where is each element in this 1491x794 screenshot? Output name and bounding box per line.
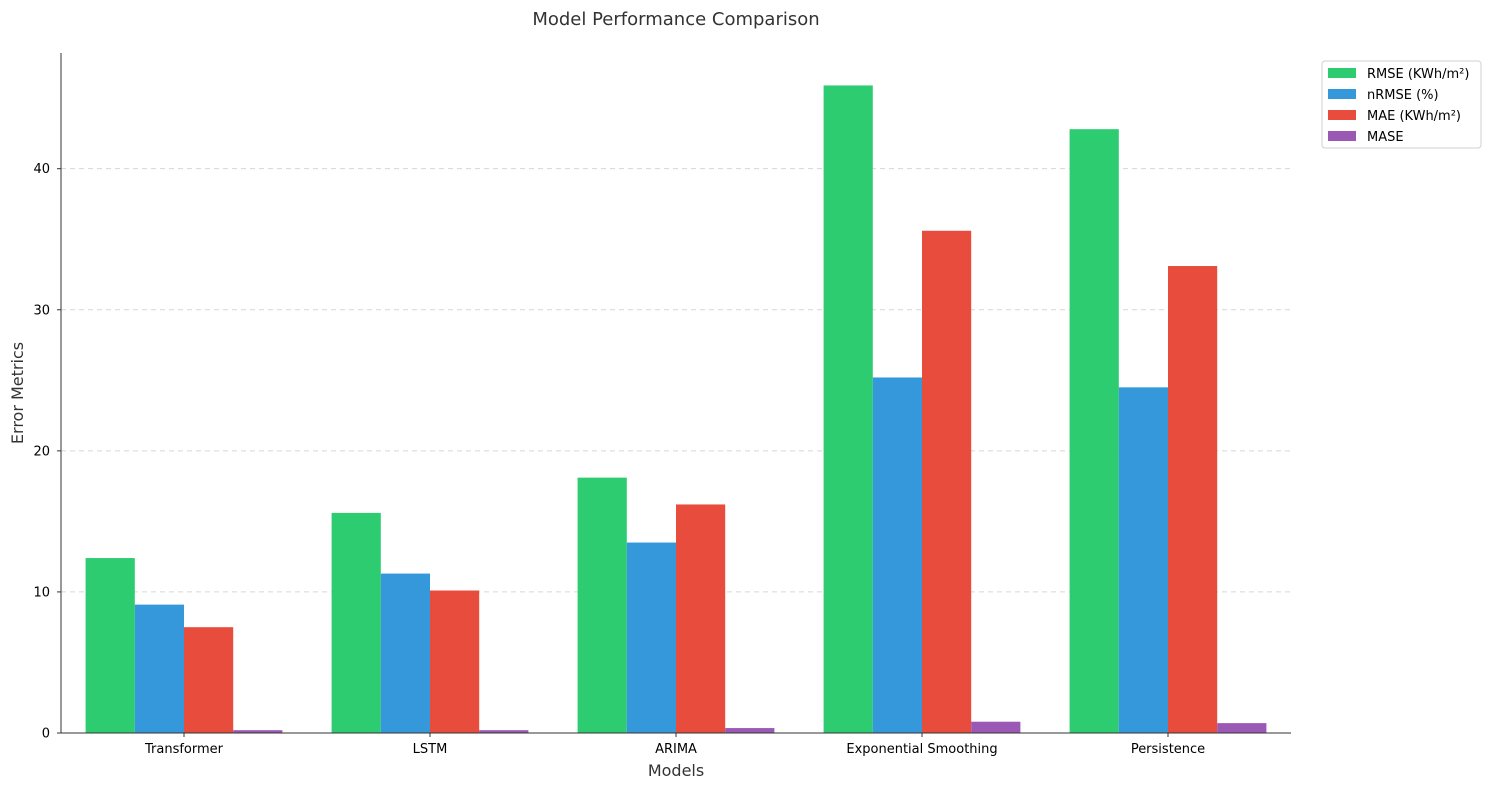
y-axis-label: Error Metrics [8,342,27,444]
legend: RMSE (KWh/m²) nRMSE (%) MAE (KWh/m²) MASE [1321,60,1482,149]
bar-3-4 [922,230,972,733]
legend-frame [1321,60,1482,149]
bar-4-4 [971,721,1021,733]
x-tick-label: ARIMA [655,742,697,757]
legend-swatch [1328,89,1356,99]
y-tick-label: 20 [33,444,50,459]
x-tick-label: LSTM [413,742,448,757]
bar-3-1 [184,627,234,733]
x-tick-label: Exponential Smoothing [846,742,997,757]
legend-label: MAE (KWh/m²) [1367,109,1461,124]
legend-swatch [1328,110,1356,120]
y-tick-label: 10 [33,585,50,600]
bar-2-3 [626,542,676,733]
legend-swatch [1328,68,1356,78]
x-tick-label: Persistence [1131,742,1205,757]
bar-3-2 [430,590,480,733]
legend-label: RMSE (KWh/m²) [1367,67,1469,82]
bar-1-1 [85,558,135,733]
bar-1-2 [331,512,381,733]
bar-1-4 [823,85,873,734]
y-tick-label: 30 [33,303,50,318]
legend-label: nRMSE (%) [1367,88,1439,103]
bar-2-4 [872,377,922,733]
bar-4-2 [479,730,529,733]
axes [57,53,1291,737]
bar-2-5 [1118,387,1168,733]
bar-4-1 [233,730,283,733]
legend-label: MASE [1367,130,1404,145]
y-tick-label: 40 [33,162,50,177]
bars [85,85,1267,734]
bar-3-5 [1168,266,1218,733]
chart-title: Model Performance Comparison [532,9,819,30]
x-tick-label: Transformer [144,742,224,757]
bar-1-5 [1069,129,1119,734]
x-axis-label: Models [648,761,704,780]
bar-2-1 [134,604,184,733]
y-tick-label: 0 [42,727,50,742]
bar-4-5 [1217,723,1267,733]
legend-swatch [1328,131,1356,141]
bar-4-3 [725,728,775,733]
bar-1-3 [577,477,627,733]
bar-2-2 [380,573,430,733]
tick-labels: 0 10 20 30 40 Transformer LSTM ARIMA Exponential… [33,162,1205,757]
bar-3-3 [676,504,726,733]
